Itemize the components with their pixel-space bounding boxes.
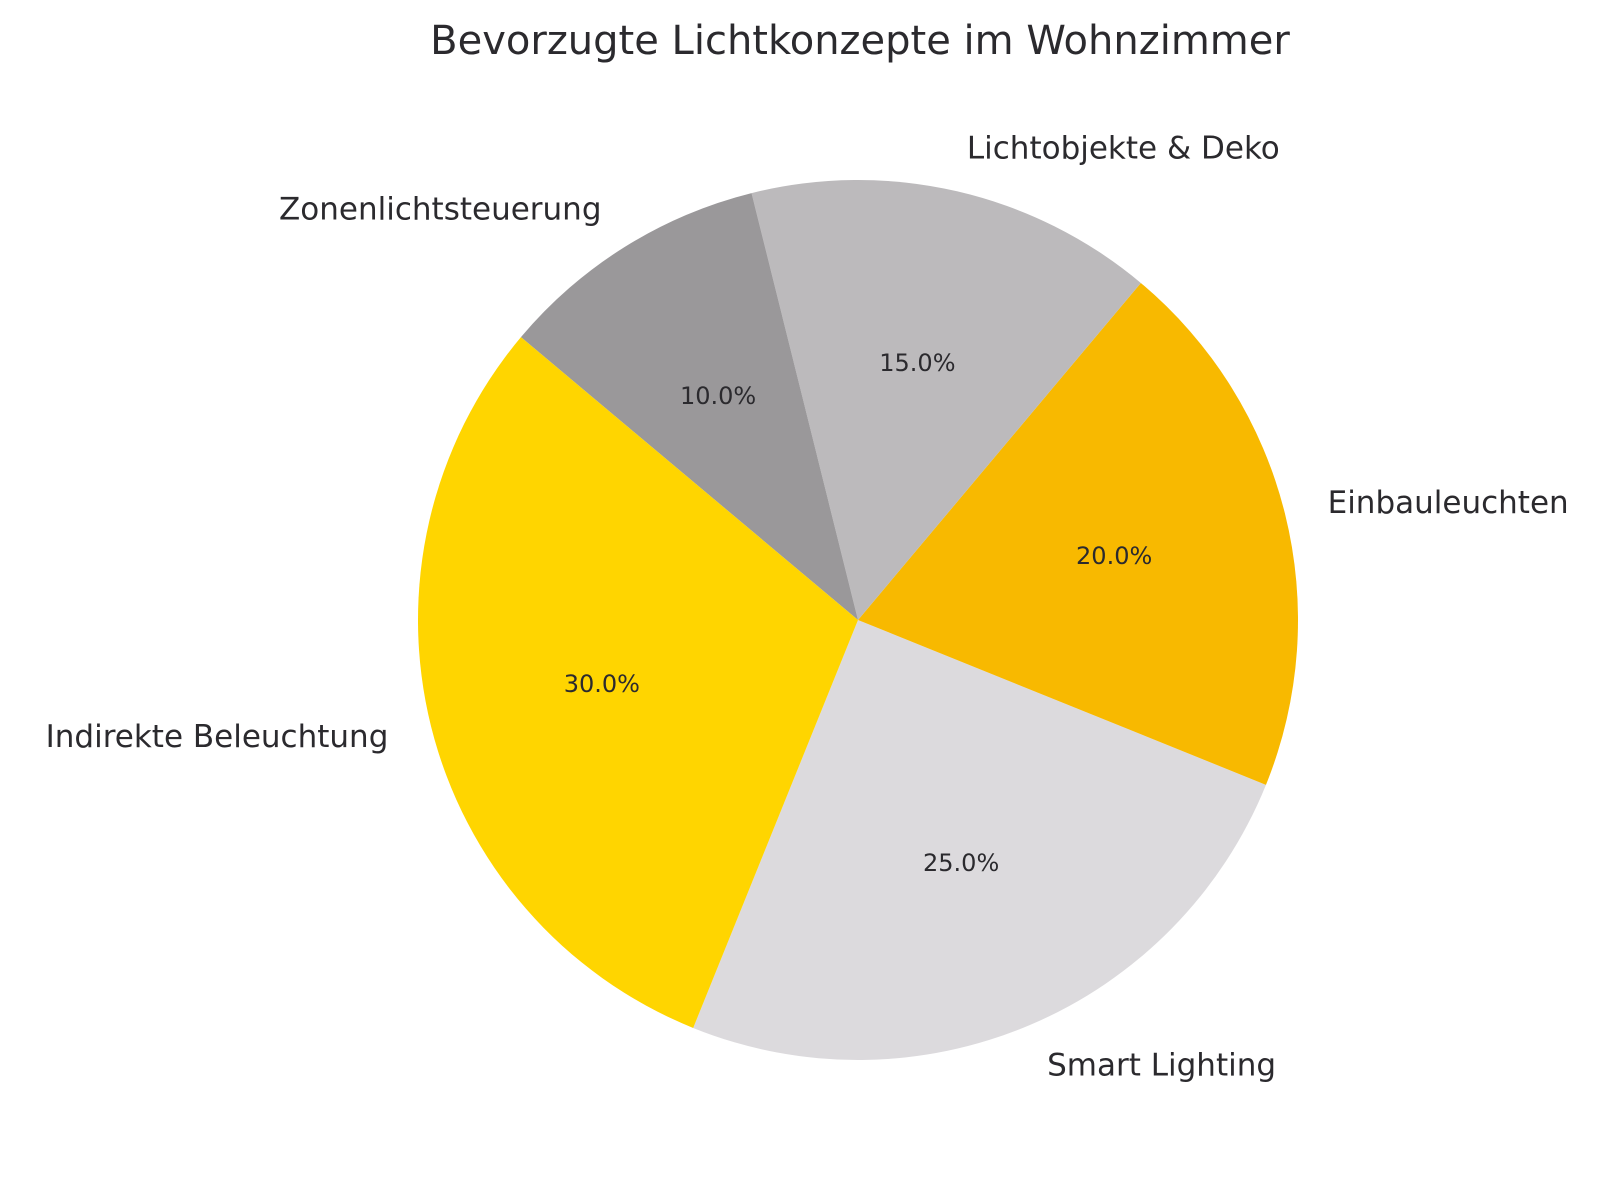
- pct-label-indirekte-beleuchtung: 30.0%: [564, 670, 640, 698]
- pie-slice-lichtobjekte-and-deko: [751, 180, 1141, 620]
- pct-label-zonenlichtsteuerung: 10.0%: [680, 382, 756, 410]
- pct-label-einbauleuchten: 20.0%: [1076, 542, 1152, 570]
- slice-label-zonenlichtsteuerung: Zonenlichtsteuerung: [279, 192, 601, 228]
- chart-title: Bevorzugte Lichtkonzepte im Wohnzimmer: [430, 18, 1290, 64]
- slice-label-smart-lighting: Smart Lighting: [1047, 1048, 1276, 1084]
- pie-labels: Smart Lighting 25.0% Einbauleuchten 20.0% Li…: [46, 130, 1569, 1083]
- slice-label-einbauleuchten: Einbauleuchten: [1328, 485, 1569, 521]
- pie-slice-smart-lighting: [693, 620, 1266, 1060]
- pct-label-smart-lighting: 25.0%: [923, 849, 999, 877]
- slice-label-lichtobjekte-and-deko: Lichtobjekte & Deko: [967, 130, 1280, 166]
- pie-slice-indirekte-beleuchtung: [417, 337, 858, 1028]
- pie-slice-zonenlichtsteuerung: [520, 193, 858, 620]
- pie-slices: [417, 180, 1299, 1060]
- pie-slice-einbauleuchten: [858, 282, 1299, 785]
- pct-label-lichtobjekte-and-deko: 15.0%: [879, 349, 955, 377]
- slice-label-indirekte-beleuchtung: Indirekte Beleuchtung: [46, 719, 389, 755]
